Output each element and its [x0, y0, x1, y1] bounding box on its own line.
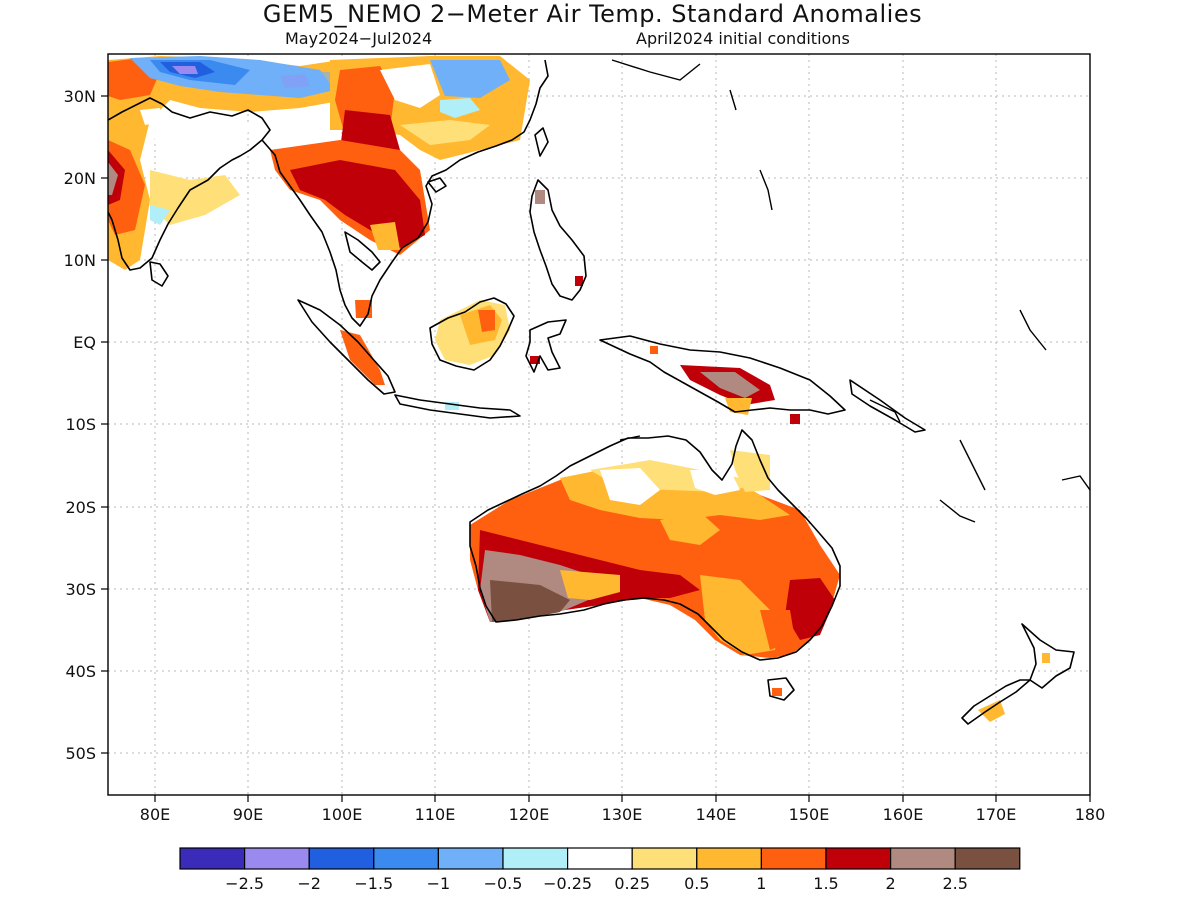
colorbar-label: −0.25: [543, 874, 592, 893]
colorbar-swatch: [179, 847, 246, 870]
colorbar-label: 2.5: [942, 874, 967, 893]
y-axis: 30N 20N 10N EQ 10S 20S 30S 40S 50S: [64, 87, 108, 763]
colorbar-swatch: [244, 847, 310, 870]
y-tick-label: EQ: [73, 333, 96, 352]
colorbar-swatch: [566, 847, 633, 870]
colorbar-swatch: [825, 847, 892, 870]
x-tick-label: 180: [1075, 805, 1106, 824]
x-tick-label: 120E: [509, 805, 550, 824]
colorbar-swatch: [502, 847, 569, 870]
anomaly-shading: [108, 56, 1050, 722]
colorbar-label: −1.5: [354, 874, 393, 893]
colorbar-swatch: [373, 847, 439, 870]
colorbar-label: −1: [427, 874, 451, 893]
x-tick-label: 80E: [140, 805, 170, 824]
colorbar-swatch: [631, 847, 698, 870]
colorbar-swatch: [437, 847, 504, 870]
y-tick-label: 20N: [64, 169, 96, 188]
colorbar-label: 1.5: [813, 874, 838, 893]
x-tick-label: 160E: [883, 805, 924, 824]
x-tick-label: 150E: [789, 805, 830, 824]
colorbar-label: −2: [297, 874, 321, 893]
y-tick-label: 10S: [65, 415, 96, 434]
colorbar-label: 1: [756, 874, 766, 893]
x-tick-label: 90E: [233, 805, 263, 824]
map-title: GEM5_NEMO 2−Meter Air Temp. Standard Ano…: [262, 0, 923, 28]
x-tick-label: 100E: [322, 805, 363, 824]
x-tick-label: 130E: [602, 805, 643, 824]
colorbar-swatch: [760, 847, 827, 870]
y-tick-label: 20S: [65, 498, 96, 517]
gridlines: [108, 54, 1090, 795]
colorbar-swatch: [954, 847, 1021, 870]
colorbar-label: −0.5: [484, 874, 523, 893]
colorbar-swatch: [308, 847, 375, 870]
x-tick-label: 140E: [696, 805, 737, 824]
y-tick-label: 30N: [64, 87, 96, 106]
colorbar-swatch: [889, 847, 956, 870]
colorbar-label: 0.5: [684, 874, 709, 893]
y-tick-label: 50S: [65, 744, 96, 763]
x-tick-label: 170E: [976, 805, 1017, 824]
initial-conditions: April2024 initial conditions: [636, 29, 850, 48]
x-axis: 80E 90E 100E 110E 120E 130E 140E 150E 16…: [140, 795, 1106, 824]
y-tick-label: 30S: [65, 580, 96, 599]
colorbar-label: −2.5: [225, 874, 264, 893]
y-tick-label: 10N: [64, 251, 96, 270]
colorbar-label: 2: [886, 874, 896, 893]
colorbar-label: 0.25: [614, 874, 650, 893]
coastlines: [108, 59, 1090, 725]
forecast-period: May2024−Jul2024: [285, 29, 433, 48]
y-tick-label: 40S: [65, 662, 96, 681]
colorbar: −2.5 −2 −1.5 −1 −0.5 −0.25 0.25 0.5 1 1.5 2 2.5: [179, 847, 1021, 893]
colorbar-swatch: [696, 847, 762, 870]
x-tick-label: 110E: [415, 805, 456, 824]
